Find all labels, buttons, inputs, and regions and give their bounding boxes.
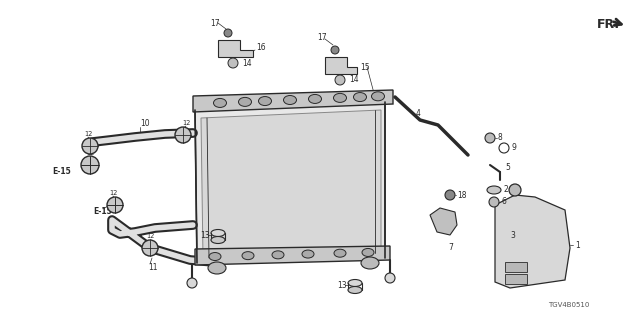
Ellipse shape: [308, 94, 321, 103]
Ellipse shape: [211, 229, 225, 236]
Text: 18: 18: [457, 190, 467, 199]
Circle shape: [331, 46, 339, 54]
Polygon shape: [193, 90, 393, 112]
Circle shape: [224, 29, 232, 37]
Polygon shape: [201, 110, 381, 258]
Text: E-15: E-15: [93, 207, 113, 217]
Polygon shape: [195, 246, 390, 265]
Text: 11: 11: [148, 263, 157, 273]
Polygon shape: [325, 57, 357, 74]
Ellipse shape: [239, 97, 252, 106]
Ellipse shape: [371, 92, 385, 101]
Bar: [505, 262, 527, 272]
Text: 15: 15: [360, 62, 370, 71]
Circle shape: [142, 240, 158, 256]
Ellipse shape: [361, 257, 379, 269]
Text: 13: 13: [337, 281, 347, 290]
Ellipse shape: [211, 236, 225, 244]
Text: 17: 17: [317, 34, 326, 43]
Circle shape: [228, 58, 238, 68]
Text: 12: 12: [86, 150, 94, 156]
Ellipse shape: [284, 95, 296, 105]
Text: 10: 10: [140, 119, 150, 129]
Ellipse shape: [362, 248, 374, 256]
Ellipse shape: [487, 186, 501, 194]
Ellipse shape: [272, 251, 284, 259]
Polygon shape: [195, 102, 385, 263]
Polygon shape: [430, 208, 457, 235]
Ellipse shape: [348, 286, 362, 293]
Text: 7: 7: [448, 244, 453, 252]
Text: 14: 14: [349, 76, 358, 84]
Circle shape: [187, 278, 197, 288]
Text: 4: 4: [416, 108, 421, 117]
Polygon shape: [218, 40, 253, 57]
Circle shape: [489, 197, 499, 207]
Text: FR.: FR.: [597, 18, 620, 31]
Text: 6: 6: [502, 197, 507, 206]
Text: 16: 16: [256, 44, 266, 52]
Text: E-15: E-15: [52, 167, 72, 177]
Circle shape: [509, 184, 521, 196]
Polygon shape: [495, 195, 570, 288]
Text: 3: 3: [510, 230, 515, 239]
Text: 13: 13: [200, 230, 210, 239]
Text: 12: 12: [146, 233, 154, 239]
Circle shape: [445, 190, 455, 200]
Ellipse shape: [208, 262, 226, 274]
Circle shape: [175, 127, 191, 143]
Ellipse shape: [209, 252, 221, 260]
Ellipse shape: [242, 252, 254, 260]
Text: TGV4B0510: TGV4B0510: [548, 302, 589, 308]
Circle shape: [335, 75, 345, 85]
Text: 9: 9: [512, 143, 517, 153]
Ellipse shape: [302, 250, 314, 258]
Ellipse shape: [333, 93, 346, 102]
Circle shape: [107, 197, 123, 213]
Text: 12: 12: [182, 120, 190, 126]
Circle shape: [82, 138, 98, 154]
Ellipse shape: [348, 279, 362, 286]
Circle shape: [385, 273, 395, 283]
Text: 12: 12: [109, 190, 117, 196]
Text: 12: 12: [84, 131, 92, 137]
Text: 5: 5: [505, 164, 510, 172]
Text: 2: 2: [504, 186, 509, 195]
Text: 17: 17: [210, 19, 220, 28]
Circle shape: [485, 133, 495, 143]
Ellipse shape: [259, 97, 271, 106]
Text: 8: 8: [498, 133, 503, 142]
Ellipse shape: [353, 92, 367, 101]
Text: 1: 1: [575, 241, 580, 250]
Circle shape: [81, 156, 99, 174]
Text: 14: 14: [242, 59, 252, 68]
Bar: [505, 274, 527, 284]
Ellipse shape: [334, 249, 346, 257]
Ellipse shape: [214, 99, 227, 108]
